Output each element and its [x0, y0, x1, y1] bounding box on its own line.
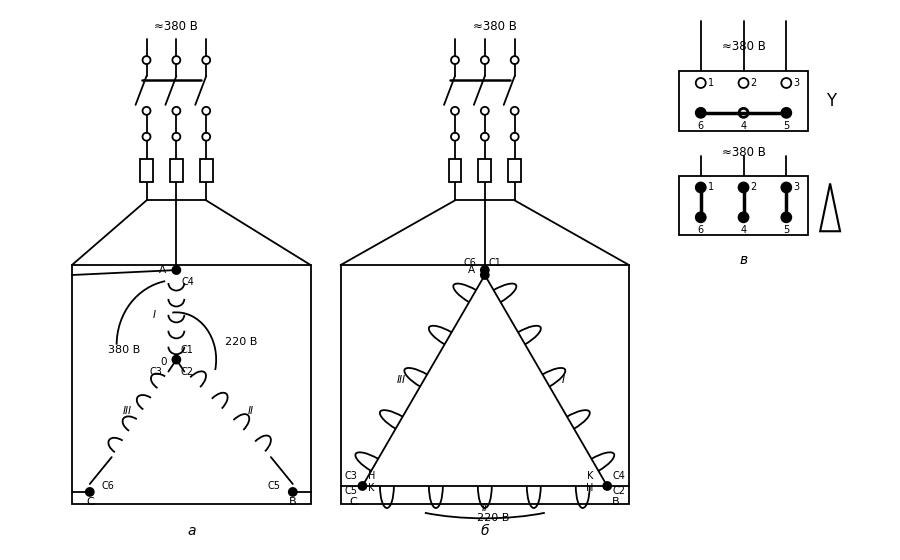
Text: B: B [289, 497, 297, 507]
Text: A: A [159, 265, 166, 275]
Text: 220 В: 220 В [477, 513, 509, 523]
Circle shape [173, 356, 180, 363]
Text: C1: C1 [180, 344, 194, 354]
Text: C6: C6 [464, 258, 477, 268]
Text: C3: C3 [149, 367, 162, 376]
Bar [508, 158, 521, 183]
Bar [679, 175, 808, 235]
Text: ≈380 В: ≈380 В [472, 20, 517, 33]
Text: 4: 4 [741, 225, 747, 235]
Circle shape [86, 488, 94, 496]
Text: 0: 0 [160, 357, 166, 367]
Text: K: K [587, 471, 593, 481]
Text: 5: 5 [783, 225, 789, 235]
Text: 3: 3 [793, 183, 799, 193]
Text: 3: 3 [793, 78, 799, 88]
Text: K: K [368, 483, 374, 493]
Bar [170, 158, 183, 183]
Text: B: B [612, 497, 620, 507]
Text: I: I [153, 310, 156, 320]
Circle shape [481, 266, 489, 274]
Text: 1: 1 [707, 183, 714, 193]
Text: C4: C4 [612, 471, 625, 481]
Circle shape [782, 213, 790, 221]
Text: 2: 2 [751, 183, 757, 193]
Bar [679, 71, 808, 130]
Bar [479, 158, 491, 183]
Text: III: III [397, 376, 406, 385]
Text: II: II [248, 407, 254, 416]
Text: A: A [468, 265, 475, 275]
Text: в: в [740, 253, 748, 267]
Text: C4: C4 [181, 277, 194, 287]
Text: H: H [368, 471, 376, 481]
Bar [140, 158, 153, 183]
Text: 1: 1 [707, 78, 714, 88]
Circle shape [740, 184, 748, 192]
Circle shape [697, 213, 705, 221]
Text: ≈380 В: ≈380 В [722, 40, 766, 53]
Text: C2: C2 [180, 367, 194, 376]
Text: 380 В: 380 В [107, 344, 140, 354]
Text: C: C [86, 497, 94, 507]
Text: 4: 4 [741, 121, 747, 131]
Text: а: а [187, 524, 195, 538]
Circle shape [481, 271, 489, 279]
Text: б: б [481, 524, 489, 538]
Text: 2: 2 [751, 78, 757, 88]
Text: C2: C2 [612, 486, 625, 496]
Bar [72, 265, 310, 504]
Circle shape [358, 482, 366, 490]
Text: 5: 5 [783, 121, 789, 131]
Bar [200, 158, 212, 183]
Text: C6: C6 [102, 481, 114, 491]
Text: ≈380 В: ≈380 В [722, 146, 766, 159]
Circle shape [173, 266, 180, 274]
Circle shape [697, 184, 705, 192]
Circle shape [603, 482, 611, 490]
Circle shape [289, 488, 297, 496]
Text: III: III [123, 407, 132, 416]
Bar [448, 158, 462, 183]
Text: H: H [586, 483, 593, 493]
Text: 220 В: 220 В [225, 337, 257, 347]
Text: C5: C5 [268, 481, 281, 491]
Text: 6: 6 [698, 121, 704, 131]
Bar [340, 265, 629, 504]
Text: ≈380 В: ≈380 В [155, 20, 198, 33]
Circle shape [782, 184, 790, 192]
Text: 6: 6 [698, 225, 704, 235]
Text: C1: C1 [489, 258, 501, 268]
Text: C3: C3 [345, 471, 357, 481]
Text: II: II [482, 503, 488, 513]
Circle shape [740, 213, 748, 221]
Text: C: C [350, 497, 357, 507]
Circle shape [697, 109, 705, 117]
Text: C5: C5 [345, 486, 357, 496]
Text: Y: Y [826, 92, 836, 110]
Text: I: I [562, 376, 565, 385]
Circle shape [782, 109, 790, 117]
